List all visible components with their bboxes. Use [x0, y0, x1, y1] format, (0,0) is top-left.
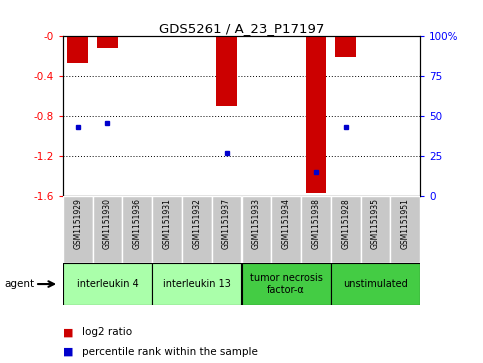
Bar — [63, 196, 93, 263]
Text: GSM1151934: GSM1151934 — [282, 198, 291, 249]
Bar — [271, 196, 301, 263]
Text: interleukin 4: interleukin 4 — [77, 279, 138, 289]
Text: percentile rank within the sample: percentile rank within the sample — [82, 347, 258, 357]
Bar — [331, 196, 361, 263]
Text: interleukin 13: interleukin 13 — [163, 279, 231, 289]
Bar — [212, 196, 242, 263]
Text: ■: ■ — [63, 347, 73, 357]
Text: GSM1151931: GSM1151931 — [163, 198, 171, 249]
Bar — [97, 36, 118, 48]
Text: GSM1151933: GSM1151933 — [252, 198, 261, 249]
Text: GSM1151932: GSM1151932 — [192, 198, 201, 249]
Text: unstimulated: unstimulated — [343, 279, 408, 289]
Text: GSM1151928: GSM1151928 — [341, 198, 350, 249]
Text: GSM1151951: GSM1151951 — [401, 198, 410, 249]
Text: GSM1151937: GSM1151937 — [222, 198, 231, 249]
Text: GSM1151936: GSM1151936 — [133, 198, 142, 249]
Bar — [67, 36, 88, 63]
Bar — [93, 196, 122, 263]
Text: GSM1151938: GSM1151938 — [312, 198, 320, 249]
Title: GDS5261 / A_23_P17197: GDS5261 / A_23_P17197 — [159, 22, 324, 35]
Bar — [63, 263, 152, 305]
Bar — [122, 196, 152, 263]
Bar — [301, 196, 331, 263]
Text: GSM1151929: GSM1151929 — [73, 198, 82, 249]
Bar — [242, 263, 331, 305]
Text: agent: agent — [5, 279, 35, 289]
Bar — [242, 196, 271, 263]
Bar — [306, 36, 327, 193]
Bar — [182, 196, 212, 263]
Bar — [152, 263, 242, 305]
Text: GSM1151935: GSM1151935 — [371, 198, 380, 249]
Text: GSM1151930: GSM1151930 — [103, 198, 112, 249]
Bar — [390, 196, 420, 263]
Bar — [335, 36, 356, 57]
Bar — [331, 263, 420, 305]
Bar — [216, 36, 237, 106]
Bar — [361, 196, 390, 263]
Text: log2 ratio: log2 ratio — [82, 327, 132, 337]
Bar — [152, 196, 182, 263]
Text: tumor necrosis
factor-α: tumor necrosis factor-α — [250, 273, 323, 295]
Text: ■: ■ — [63, 327, 73, 337]
